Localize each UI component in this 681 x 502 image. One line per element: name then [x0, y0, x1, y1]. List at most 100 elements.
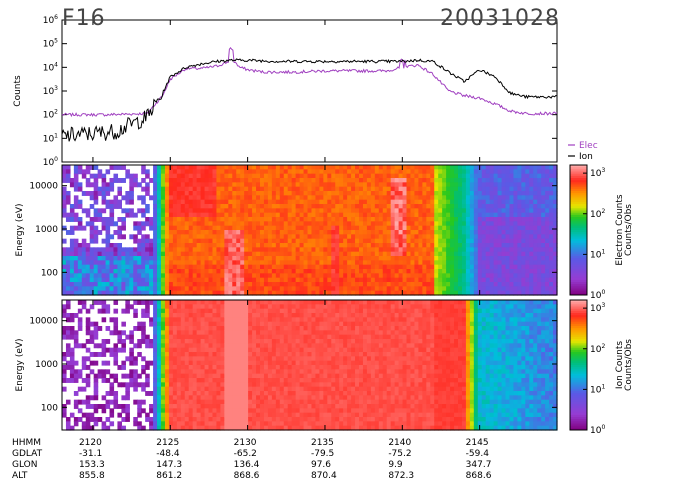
spectrogram-cell [232, 204, 237, 209]
spectrogram-cell [287, 217, 293, 222]
spectrogram-cell [549, 182, 554, 188]
spectrogram-cell [153, 282, 158, 287]
spectrogram-cell [263, 234, 269, 240]
spectrogram-cell [176, 417, 182, 422]
spectrogram-cell [109, 421, 115, 427]
spectrogram-cell [485, 243, 491, 248]
spectrogram-cell [141, 339, 146, 344]
spectrogram-cell [200, 369, 206, 375]
spectrogram-cell [161, 321, 166, 327]
spectrogram-cell [521, 234, 526, 240]
spectrogram-cell [93, 264, 99, 270]
spectrogram-cell [271, 234, 277, 240]
spectrogram-cell [271, 412, 277, 418]
spectrogram-cell [89, 269, 95, 274]
spectrogram-cell [366, 282, 372, 287]
spectrogram-cell [73, 269, 79, 274]
spectrogram-cell [458, 195, 463, 201]
spectrogram-cell [275, 304, 281, 310]
spectrogram-cell [149, 273, 154, 279]
spectrogram-cell [180, 247, 186, 253]
spectrogram-cell [168, 191, 174, 196]
spectrogram-cell [430, 277, 435, 283]
spectrogram-cell [145, 308, 150, 314]
spectrogram-cell [153, 417, 158, 422]
spectrogram-cell [180, 195, 186, 201]
spectrogram-cell [161, 264, 166, 270]
spectrogram-cell [196, 238, 202, 244]
spectrogram-cell [521, 290, 526, 296]
spectrogram-cell [283, 234, 289, 240]
spectrogram-cell [125, 382, 130, 388]
spectrogram-cell [501, 212, 507, 218]
spectrogram-cell [208, 378, 214, 383]
spectrogram-cell [73, 343, 79, 349]
spectrogram-cell [260, 186, 265, 192]
spectrogram-cell [442, 260, 447, 266]
spectrogram-cell [248, 243, 253, 248]
spectrogram-cell [141, 313, 146, 318]
spectrogram-cell [362, 217, 368, 222]
spectrogram-cell [414, 221, 419, 227]
spectrogram-cell [287, 238, 293, 244]
spectrogram-cell [461, 217, 467, 222]
spectrogram-cell [176, 191, 182, 196]
spectrogram-cell [315, 217, 320, 222]
spectrogram-cell [461, 173, 467, 179]
spectrogram-cell [374, 195, 380, 201]
spectrogram-cell [256, 217, 261, 222]
spectrogram-cell [240, 182, 245, 188]
spectrogram-cell [149, 317, 154, 323]
spectrogram-cell [220, 326, 225, 331]
spectrogram-cell [236, 308, 241, 314]
spectrogram-cell [315, 165, 320, 170]
spectrogram-cell [422, 251, 427, 257]
spectrogram-cell [283, 330, 289, 336]
spectrogram-cell [73, 178, 79, 183]
spectrogram-cell [125, 256, 130, 261]
spectrogram-cell [184, 425, 190, 431]
spectrogram-cell [541, 230, 546, 235]
spectrogram-cell [323, 264, 328, 270]
spectrogram-cell [263, 269, 269, 274]
spectrogram-cell [263, 308, 269, 314]
spectrogram-cell [252, 417, 257, 422]
spectrogram-cell [252, 204, 257, 209]
spectrogram-cell [343, 269, 348, 274]
spectrogram-cell [291, 264, 297, 270]
spectrogram-cell [121, 225, 126, 231]
spectrogram-cell [164, 347, 170, 353]
spectrogram-cell [65, 269, 71, 274]
spectrogram-cell [105, 217, 111, 222]
spectrogram-cell [418, 230, 423, 235]
spectrogram-cell [331, 269, 336, 274]
spectrogram-cell [121, 264, 126, 270]
spectrogram-cell [430, 251, 435, 257]
spectrogram-cell [149, 391, 154, 396]
spectrogram-cell [149, 251, 154, 257]
spectrogram-cell [271, 304, 277, 310]
spectrogram-cell [442, 165, 447, 170]
spectrogram-cell [537, 165, 542, 170]
spectrogram-cell [327, 277, 332, 283]
spectrogram-cell [145, 186, 150, 192]
spectrogram-cell [204, 238, 210, 244]
spectrogram-cell [256, 286, 261, 292]
spectrogram-cell [481, 212, 487, 218]
spectrogram-cell [157, 186, 162, 192]
spectrogram-cell [220, 300, 225, 305]
spectrogram-cell [287, 395, 293, 401]
spectrogram-cell [176, 339, 182, 344]
spectrogram-cell [129, 208, 134, 214]
spectrogram-cell [252, 186, 257, 192]
spectrogram-cell [248, 365, 253, 370]
spectrogram-cell [315, 208, 320, 214]
spectrogram-cell [109, 234, 115, 240]
spectrogram-cell [406, 195, 412, 201]
spectrogram-cell [176, 282, 182, 287]
spectrogram-cell [489, 225, 495, 231]
spectrogram-cell [315, 256, 320, 261]
spectrogram-cell [161, 256, 166, 261]
spectrogram-cell [501, 217, 507, 222]
spectrogram-cell [85, 404, 91, 409]
